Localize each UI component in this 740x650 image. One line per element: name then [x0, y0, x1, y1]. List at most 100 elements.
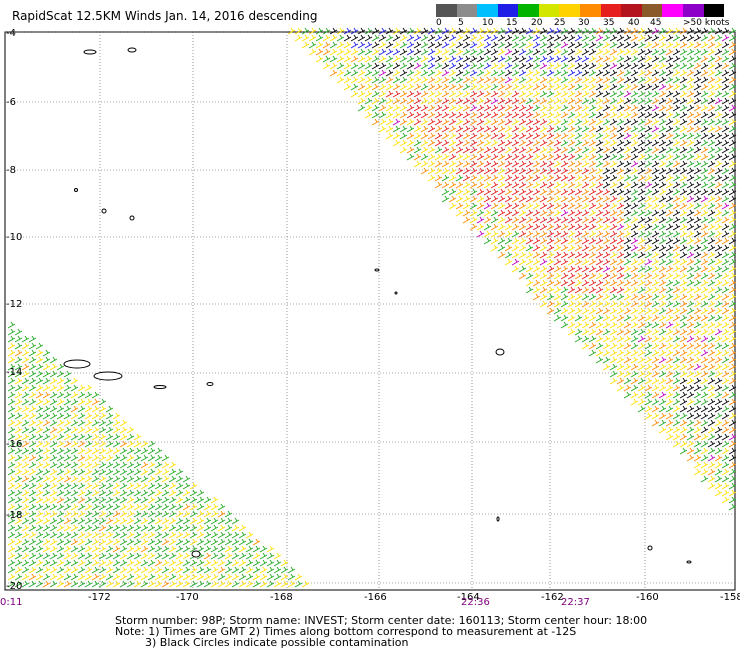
wind-barb	[42, 426, 51, 434]
wind-barb	[203, 510, 212, 518]
wind-barb	[728, 181, 737, 189]
wind-barb	[672, 55, 681, 63]
wind-barb	[420, 55, 429, 63]
wind-barb	[77, 405, 86, 413]
wind-barb	[245, 538, 254, 546]
wind-barb	[602, 202, 611, 210]
wind-barb	[588, 293, 597, 301]
wind-barb	[686, 118, 695, 126]
wind-barb	[637, 244, 646, 252]
wind-barb	[448, 153, 457, 161]
wind-barb	[35, 461, 44, 469]
wind-barb	[7, 412, 16, 420]
wind-barb	[287, 27, 296, 35]
wind-barb	[630, 223, 639, 231]
wind-barb	[700, 139, 709, 147]
wind-barb	[28, 580, 37, 588]
wind-barb	[518, 209, 527, 217]
wind-barb	[399, 27, 408, 35]
wind-barb	[77, 559, 86, 567]
wind-barb	[518, 174, 527, 182]
wind-barb	[665, 27, 674, 35]
wind-barb	[63, 510, 72, 518]
wind-barb	[595, 307, 604, 315]
wind-barb	[616, 62, 625, 70]
wind-barb	[595, 202, 604, 210]
wind-barb	[119, 517, 128, 525]
wind-barb	[672, 97, 681, 105]
wind-barb	[28, 447, 37, 455]
wind-barb	[721, 356, 730, 364]
wind-barb	[658, 293, 667, 301]
wind-barb	[525, 69, 534, 77]
wind-barb	[595, 251, 604, 259]
wind-barb	[329, 69, 338, 77]
wind-barb	[7, 496, 16, 504]
wind-barb	[539, 125, 548, 133]
wind-barb	[567, 251, 576, 259]
wind-barb	[581, 104, 590, 112]
wind-barb	[385, 97, 394, 105]
wind-barb	[7, 384, 16, 392]
wind-barb	[588, 83, 597, 91]
wind-barb	[721, 181, 730, 189]
wind-barb	[623, 195, 632, 203]
wind-barb	[525, 286, 534, 294]
wind-barb	[406, 139, 415, 147]
wind-barb	[581, 160, 590, 168]
wind-barb	[602, 174, 611, 182]
wind-barb	[210, 496, 219, 504]
wind-barb	[658, 132, 667, 140]
wind-barb	[721, 244, 730, 252]
wind-barb	[441, 48, 450, 56]
wind-barb	[504, 160, 513, 168]
wind-barb	[707, 230, 716, 238]
wind-barb	[560, 167, 569, 175]
wind-barb	[721, 489, 730, 497]
wind-barb	[623, 27, 632, 35]
wind-barb	[567, 300, 576, 308]
wind-barb	[511, 27, 520, 35]
wind-barb	[476, 230, 485, 238]
wind-barb	[21, 412, 30, 420]
wind-barb	[525, 174, 534, 182]
wind-barb	[651, 412, 660, 420]
wind-barb	[532, 118, 541, 126]
wind-barb	[644, 356, 653, 364]
wind-barb	[602, 251, 611, 259]
wind-barb	[532, 111, 541, 119]
wind-barb	[399, 97, 408, 105]
wind-barb	[91, 468, 100, 476]
wind-barb	[546, 69, 555, 77]
wind-barb	[553, 181, 562, 189]
wind-barb	[567, 286, 576, 294]
wind-barb	[714, 272, 723, 280]
wind-barb	[497, 237, 506, 245]
wind-barb	[721, 27, 730, 35]
wind-barb	[637, 272, 646, 280]
wind-barb	[658, 69, 667, 77]
wind-barb	[658, 111, 667, 119]
wind-barb	[686, 188, 695, 196]
wind-barb	[518, 153, 527, 161]
wind-barb	[595, 48, 604, 56]
wind-barb	[581, 188, 590, 196]
wind-barb	[497, 167, 506, 175]
wind-barb	[707, 419, 716, 427]
wind-barb	[588, 230, 597, 238]
wind-barb	[693, 132, 702, 140]
wind-barb	[476, 90, 485, 98]
wind-barb	[77, 510, 86, 518]
wind-barb	[686, 454, 695, 462]
wind-barb	[700, 62, 709, 70]
wind-barb	[399, 125, 408, 133]
wind-barb	[42, 482, 51, 490]
wind-barb	[539, 146, 548, 154]
wind-barb	[147, 552, 156, 560]
wind-barb	[658, 41, 667, 49]
wind-barb	[700, 230, 709, 238]
wind-barb	[441, 195, 450, 203]
wind-barb	[581, 153, 590, 161]
wind-barb	[728, 377, 737, 385]
island-outline	[647, 545, 653, 551]
